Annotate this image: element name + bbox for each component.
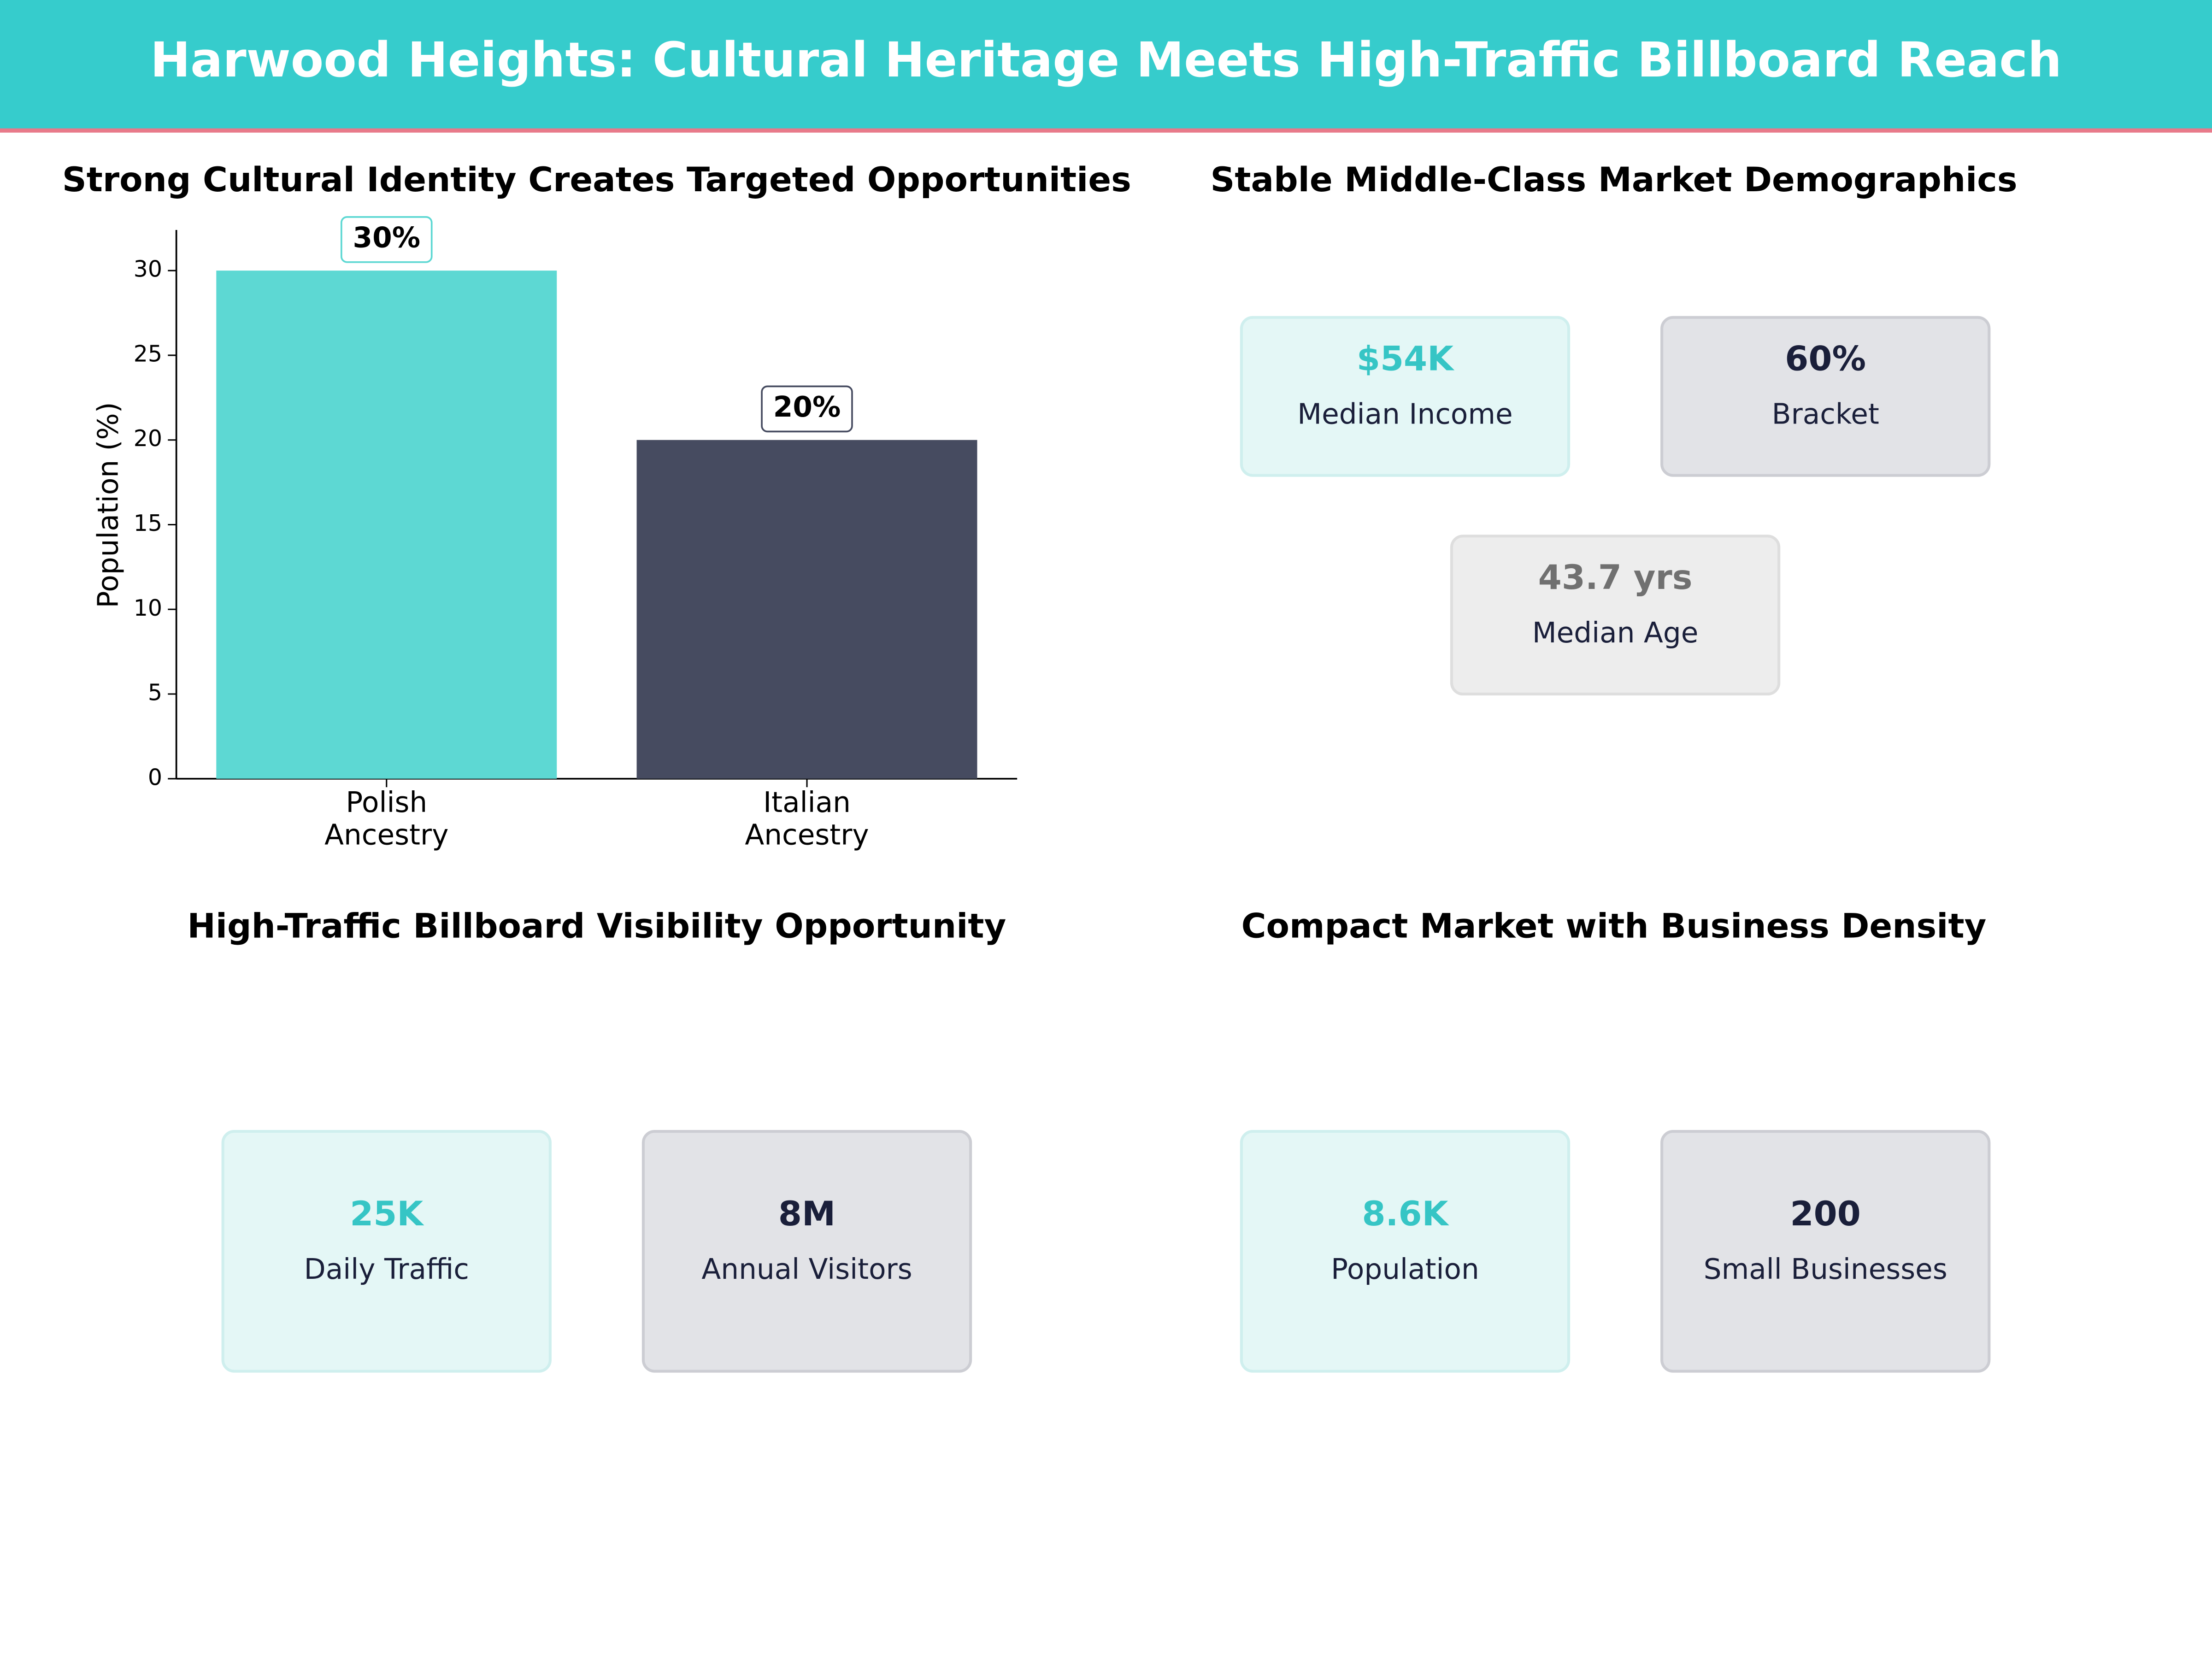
value-label-box [761, 385, 853, 433]
kpi-value: 25K [350, 1194, 424, 1234]
x-tick-label: Italian Ancestry [745, 786, 869, 851]
kpi-label: Annual Visitors [701, 1253, 912, 1286]
kpi-card [221, 1130, 552, 1373]
kpi-value: 200 [1790, 1194, 1861, 1234]
kpi-value: 60% [1785, 340, 1866, 379]
header-rule [0, 128, 2212, 133]
y-tick-label: 5 [148, 680, 162, 706]
kpi-card [641, 1130, 972, 1373]
panel-title: Compact Market with Business Density [1241, 906, 1987, 946]
kpi-value: 8M [778, 1194, 835, 1234]
panel-title: Strong Cultural Identity Creates Targete… [62, 160, 1131, 200]
y-tick-label: 10 [134, 595, 162, 621]
kpi-value: $54K [1357, 340, 1455, 379]
y-tick-label: 20 [134, 425, 162, 452]
kpi-label: Daily Traffic [304, 1253, 469, 1286]
y-tick-label: 0 [148, 764, 162, 790]
kpi-value: 43.7 yrs [1538, 558, 1693, 597]
y-tick-label: 25 [134, 341, 162, 367]
bar [216, 271, 557, 779]
kpi-card [1240, 1130, 1571, 1373]
y-axis-label: Population (%) [92, 402, 124, 608]
kpi-label: Median Income [1297, 398, 1512, 431]
kpi-label: Small Businesses [1704, 1253, 1947, 1286]
kpi-card [1660, 316, 1991, 477]
bar [636, 440, 977, 779]
kpi-card [1240, 316, 1571, 477]
x-tick-label: Polish Ancestry [324, 786, 448, 851]
value-label-box [340, 216, 433, 263]
value-label: 20% [773, 391, 841, 424]
page-title: Harwood Heights: Cultural Heritage Meets… [150, 32, 2062, 88]
kpi-label: Bracket [1772, 398, 1879, 431]
kpi-label: Median Age [1532, 617, 1699, 649]
kpi-card [1450, 535, 1781, 696]
header-band [0, 0, 2212, 130]
value-label: 30% [353, 221, 421, 254]
kpi-value: 8.6K [1362, 1194, 1449, 1234]
kpi-label: Population [1331, 1253, 1479, 1286]
panel-title: Stable Middle-Class Market Demographics [1211, 160, 2018, 200]
kpi-card [1660, 1130, 1991, 1373]
y-tick-label: 15 [134, 510, 162, 536]
panel-title: High-Traffic Billboard Visibility Opport… [187, 906, 1006, 946]
y-tick-label: 30 [134, 256, 162, 282]
